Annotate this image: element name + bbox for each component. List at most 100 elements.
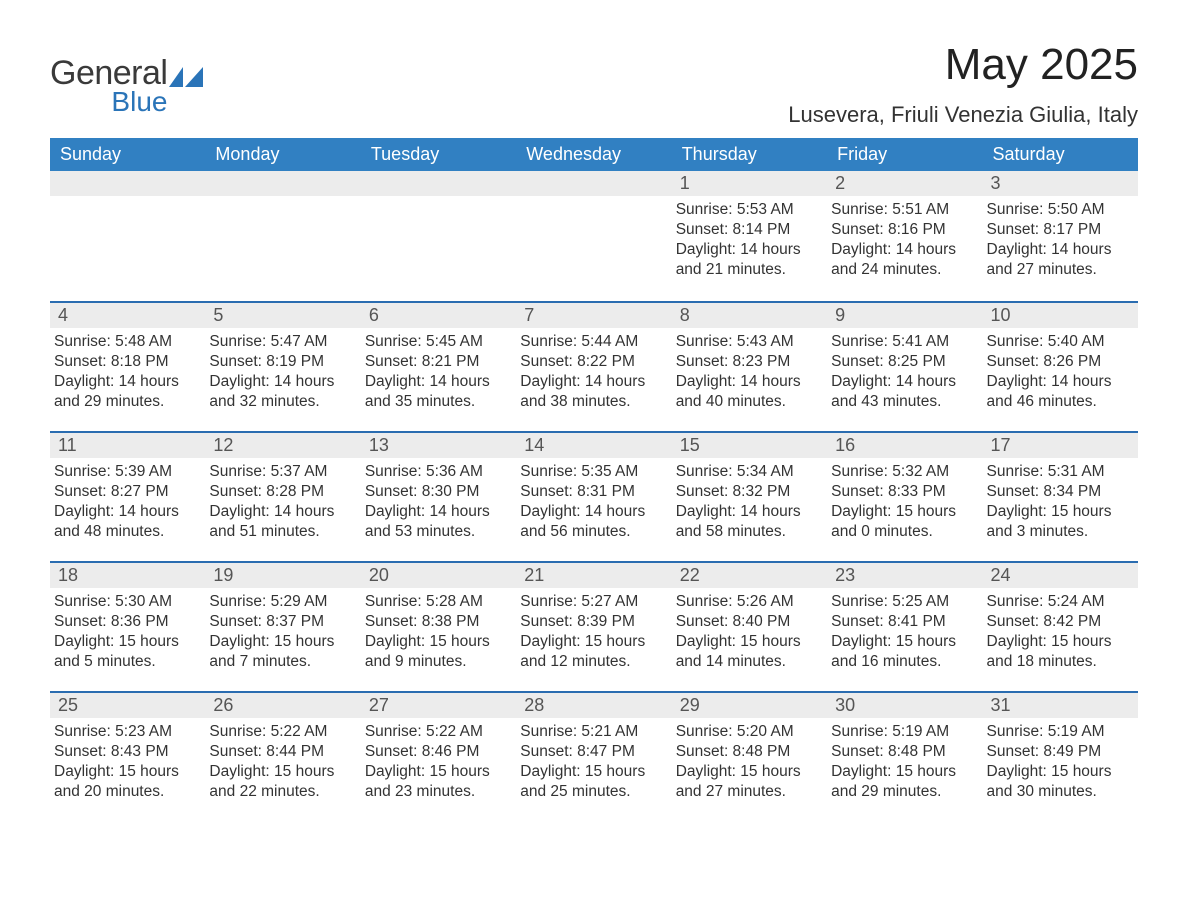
daylight-line: Daylight: 14 hours and 40 minutes. xyxy=(676,372,819,412)
daylight-line: Daylight: 15 hours and 22 minutes. xyxy=(209,762,352,802)
day-details: Sunrise: 5:31 AMSunset: 8:34 PMDaylight:… xyxy=(983,458,1138,549)
daylight-line: Daylight: 14 hours and 46 minutes. xyxy=(987,372,1130,412)
day-details: Sunrise: 5:47 AMSunset: 8:19 PMDaylight:… xyxy=(205,328,360,419)
day-number: 30 xyxy=(827,691,982,718)
daylight-line: Daylight: 14 hours and 29 minutes. xyxy=(54,372,197,412)
sunrise-line: Sunrise: 5:26 AM xyxy=(676,592,819,612)
page-title: May 2025 xyxy=(788,40,1138,90)
calendar-day-cell: 8Sunrise: 5:43 AMSunset: 8:23 PMDaylight… xyxy=(672,301,827,431)
weekday-header: Saturday xyxy=(983,138,1138,171)
sunrise-line: Sunrise: 5:41 AM xyxy=(831,332,974,352)
day-details: Sunrise: 5:48 AMSunset: 8:18 PMDaylight:… xyxy=(50,328,205,419)
calendar-day-cell: 28Sunrise: 5:21 AMSunset: 8:47 PMDayligh… xyxy=(516,691,671,821)
sunset-line: Sunset: 8:14 PM xyxy=(676,220,819,240)
day-number: 12 xyxy=(205,431,360,458)
day-number: 26 xyxy=(205,691,360,718)
calendar-day-cell: 31Sunrise: 5:19 AMSunset: 8:49 PMDayligh… xyxy=(983,691,1138,821)
sunset-line: Sunset: 8:28 PM xyxy=(209,482,352,502)
day-number: 14 xyxy=(516,431,671,458)
sunrise-line: Sunrise: 5:25 AM xyxy=(831,592,974,612)
day-number: 2 xyxy=(827,171,982,196)
weekday-header: Tuesday xyxy=(361,138,516,171)
sunrise-line: Sunrise: 5:35 AM xyxy=(520,462,663,482)
calendar-day-cell: 16Sunrise: 5:32 AMSunset: 8:33 PMDayligh… xyxy=(827,431,982,561)
day-number: 29 xyxy=(672,691,827,718)
day-number: 25 xyxy=(50,691,205,718)
day-details: Sunrise: 5:20 AMSunset: 8:48 PMDaylight:… xyxy=(672,718,827,809)
day-number: 31 xyxy=(983,691,1138,718)
day-details: Sunrise: 5:24 AMSunset: 8:42 PMDaylight:… xyxy=(983,588,1138,679)
calendar-day-cell: 6Sunrise: 5:45 AMSunset: 8:21 PMDaylight… xyxy=(361,301,516,431)
daylight-line: Daylight: 14 hours and 27 minutes. xyxy=(987,240,1130,280)
day-details: Sunrise: 5:29 AMSunset: 8:37 PMDaylight:… xyxy=(205,588,360,679)
day-details: Sunrise: 5:32 AMSunset: 8:33 PMDaylight:… xyxy=(827,458,982,549)
calendar-week-row: 18Sunrise: 5:30 AMSunset: 8:36 PMDayligh… xyxy=(50,561,1138,691)
title-block: May 2025 Lusevera, Friuli Venezia Giulia… xyxy=(788,40,1138,128)
sunset-line: Sunset: 8:33 PM xyxy=(831,482,974,502)
daylight-line: Daylight: 14 hours and 38 minutes. xyxy=(520,372,663,412)
day-details: Sunrise: 5:35 AMSunset: 8:31 PMDaylight:… xyxy=(516,458,671,549)
day-number: 24 xyxy=(983,561,1138,588)
sunrise-line: Sunrise: 5:22 AM xyxy=(365,722,508,742)
day-details: Sunrise: 5:22 AMSunset: 8:46 PMDaylight:… xyxy=(361,718,516,809)
day-number: 15 xyxy=(672,431,827,458)
sunset-line: Sunset: 8:17 PM xyxy=(987,220,1130,240)
daylight-line: Daylight: 15 hours and 14 minutes. xyxy=(676,632,819,672)
daylight-line: Daylight: 15 hours and 25 minutes. xyxy=(520,762,663,802)
sunset-line: Sunset: 8:18 PM xyxy=(54,352,197,372)
calendar-day-cell: 5Sunrise: 5:47 AMSunset: 8:19 PMDaylight… xyxy=(205,301,360,431)
sunset-line: Sunset: 8:37 PM xyxy=(209,612,352,632)
weekday-header: Monday xyxy=(205,138,360,171)
day-details: Sunrise: 5:44 AMSunset: 8:22 PMDaylight:… xyxy=(516,328,671,419)
calendar-day-cell: 20Sunrise: 5:28 AMSunset: 8:38 PMDayligh… xyxy=(361,561,516,691)
day-number: 4 xyxy=(50,301,205,328)
calendar-week-row: 4Sunrise: 5:48 AMSunset: 8:18 PMDaylight… xyxy=(50,301,1138,431)
day-number: 16 xyxy=(827,431,982,458)
day-number: 21 xyxy=(516,561,671,588)
daylight-line: Daylight: 15 hours and 18 minutes. xyxy=(987,632,1130,672)
calendar-table: SundayMondayTuesdayWednesdayThursdayFrid… xyxy=(50,138,1138,821)
calendar-empty-cell xyxy=(50,171,205,301)
weekday-header: Wednesday xyxy=(516,138,671,171)
day-details: Sunrise: 5:25 AMSunset: 8:41 PMDaylight:… xyxy=(827,588,982,679)
day-number-empty xyxy=(516,171,671,196)
weekday-header: Friday xyxy=(827,138,982,171)
sunrise-line: Sunrise: 5:40 AM xyxy=(987,332,1130,352)
day-details: Sunrise: 5:45 AMSunset: 8:21 PMDaylight:… xyxy=(361,328,516,419)
daylight-line: Daylight: 15 hours and 20 minutes. xyxy=(54,762,197,802)
sunrise-line: Sunrise: 5:22 AM xyxy=(209,722,352,742)
day-details: Sunrise: 5:51 AMSunset: 8:16 PMDaylight:… xyxy=(827,196,982,287)
sunrise-line: Sunrise: 5:32 AM xyxy=(831,462,974,482)
day-number: 27 xyxy=(361,691,516,718)
sunrise-line: Sunrise: 5:30 AM xyxy=(54,592,197,612)
sunset-line: Sunset: 8:49 PM xyxy=(987,742,1130,762)
calendar-day-cell: 12Sunrise: 5:37 AMSunset: 8:28 PMDayligh… xyxy=(205,431,360,561)
sunrise-line: Sunrise: 5:20 AM xyxy=(676,722,819,742)
daylight-line: Daylight: 15 hours and 16 minutes. xyxy=(831,632,974,672)
day-details: Sunrise: 5:39 AMSunset: 8:27 PMDaylight:… xyxy=(50,458,205,549)
sunset-line: Sunset: 8:32 PM xyxy=(676,482,819,502)
sunset-line: Sunset: 8:47 PM xyxy=(520,742,663,762)
sunset-line: Sunset: 8:48 PM xyxy=(676,742,819,762)
sunset-line: Sunset: 8:39 PM xyxy=(520,612,663,632)
sunset-line: Sunset: 8:36 PM xyxy=(54,612,197,632)
day-number: 23 xyxy=(827,561,982,588)
calendar-empty-cell xyxy=(205,171,360,301)
calendar-day-cell: 19Sunrise: 5:29 AMSunset: 8:37 PMDayligh… xyxy=(205,561,360,691)
calendar-day-cell: 22Sunrise: 5:26 AMSunset: 8:40 PMDayligh… xyxy=(672,561,827,691)
day-number-empty xyxy=(50,171,205,196)
daylight-line: Daylight: 14 hours and 53 minutes. xyxy=(365,502,508,542)
weekday-header: Sunday xyxy=(50,138,205,171)
calendar-day-cell: 10Sunrise: 5:40 AMSunset: 8:26 PMDayligh… xyxy=(983,301,1138,431)
calendar-empty-cell xyxy=(361,171,516,301)
sunrise-line: Sunrise: 5:53 AM xyxy=(676,200,819,220)
day-number: 7 xyxy=(516,301,671,328)
day-details: Sunrise: 5:41 AMSunset: 8:25 PMDaylight:… xyxy=(827,328,982,419)
day-details: Sunrise: 5:21 AMSunset: 8:47 PMDaylight:… xyxy=(516,718,671,809)
sunrise-line: Sunrise: 5:43 AM xyxy=(676,332,819,352)
calendar-day-cell: 17Sunrise: 5:31 AMSunset: 8:34 PMDayligh… xyxy=(983,431,1138,561)
daylight-line: Daylight: 15 hours and 23 minutes. xyxy=(365,762,508,802)
calendar-day-cell: 9Sunrise: 5:41 AMSunset: 8:25 PMDaylight… xyxy=(827,301,982,431)
sunrise-line: Sunrise: 5:21 AM xyxy=(520,722,663,742)
sunset-line: Sunset: 8:27 PM xyxy=(54,482,197,502)
